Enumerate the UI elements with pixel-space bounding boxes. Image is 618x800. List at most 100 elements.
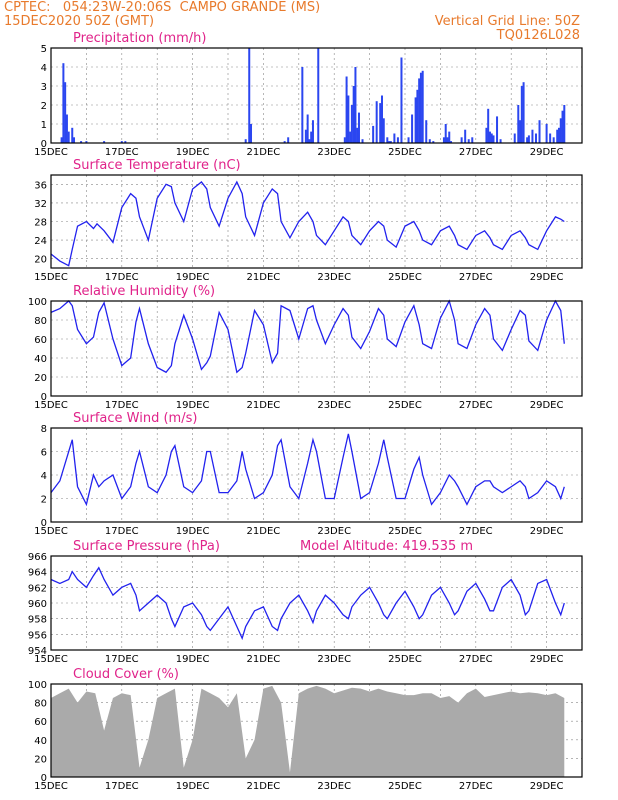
precip-bar: [442, 137, 445, 143]
precip-bar: [464, 129, 467, 143]
x-tick-label: 17DEC: [105, 781, 139, 792]
precip-bar: [379, 103, 382, 143]
x-tick-label: 25DEC: [388, 272, 422, 283]
precip-bar: [287, 137, 290, 143]
cloud-area: [51, 685, 565, 777]
precip-bar: [414, 97, 417, 143]
x-tick-label: 17DEC: [105, 526, 139, 537]
precip-bar: [352, 86, 355, 143]
precip-bar: [522, 82, 525, 143]
x-tick-label: 19DEC: [176, 272, 210, 283]
precip-bar: [250, 124, 253, 143]
panel-title: Cloud Cover (%): [73, 667, 179, 682]
x-tick-label: 19DEC: [176, 654, 210, 665]
x-tick-label: 17DEC: [105, 654, 139, 665]
y-tick-label: 964: [28, 568, 47, 579]
x-tick-label: 21DEC: [247, 526, 281, 537]
y-tick-label: 1: [41, 120, 47, 131]
precip-bar: [418, 78, 421, 143]
precip-bar: [538, 120, 541, 143]
panel-6: Cloud Cover (%) 0 20 40 60 80 100 15DEC 17DEC 19D…: [28, 667, 583, 792]
precip-bar: [419, 72, 422, 143]
x-tick-label: 15DEC: [34, 400, 68, 411]
precip-bar: [356, 127, 359, 143]
y-tick-label: 100: [28, 297, 47, 308]
series-line: [50, 566, 565, 641]
x-tick-label: 27DEC: [459, 272, 493, 283]
precip-bar: [527, 135, 530, 143]
precip-bar: [311, 120, 314, 143]
y-tick-label: 3: [41, 82, 47, 93]
precip-bar: [492, 135, 495, 143]
x-tick-label: 23DEC: [317, 147, 351, 158]
y-tick-label: 40: [34, 736, 47, 747]
precip-bar: [425, 120, 428, 143]
precip-bar: [467, 139, 470, 143]
panel-4: Surface Wind (m/s) 0 2 4 6 8 15DEC 17DEC 19DEC 21…: [34, 411, 583, 537]
precip-bar: [531, 129, 534, 143]
x-tick-label: 23DEC: [317, 526, 351, 537]
x-tick-label: 19DEC: [176, 147, 210, 158]
precip-bar: [534, 133, 537, 143]
precip-bar: [407, 137, 410, 143]
precip-bar: [73, 137, 76, 143]
x-tick-label: 15DEC: [34, 654, 68, 665]
x-tick-label: 29DEC: [530, 526, 564, 537]
y-tick-label: 80: [34, 699, 47, 710]
x-tick-label: 27DEC: [459, 526, 493, 537]
y-tick-label: 962: [28, 583, 47, 594]
panel-5: Surface Pressure (hPa) Model Altitude: 41…: [28, 539, 583, 665]
x-tick-label: 17DEC: [105, 272, 139, 283]
precip-bar: [485, 127, 488, 143]
precip-bar: [416, 89, 419, 143]
y-tick-label: 60: [34, 335, 47, 346]
panel-1: Precipitation (mm/h) 0 1 2 3 4 5 15DEC 17DEC 19DE…: [34, 31, 583, 158]
precip-bar: [380, 95, 383, 143]
precip-bar: [496, 116, 499, 143]
precip-bar: [67, 131, 70, 143]
panel-frame: [50, 174, 583, 269]
y-tick-label: 28: [34, 218, 47, 229]
series-line: [50, 299, 565, 374]
header-grid-line: Vertical Grid Line: 50Z: [434, 14, 580, 29]
x-tick-label: 23DEC: [317, 272, 351, 283]
y-tick-label: 32: [34, 199, 47, 210]
precip-bar: [557, 127, 560, 143]
x-tick-label: 29DEC: [530, 400, 564, 411]
x-tick-label: 29DEC: [530, 272, 564, 283]
panel-title: Surface Wind (m/s): [73, 411, 197, 426]
precip-bar: [488, 131, 491, 143]
y-tick-label: 960: [28, 599, 47, 610]
x-tick-label: 29DEC: [530, 147, 564, 158]
y-tick-label: 80: [34, 316, 47, 327]
x-tick-label: 25DEC: [388, 654, 422, 665]
precip-bar: [513, 133, 516, 143]
x-tick-label: 21DEC: [247, 654, 281, 665]
precip-bar: [450, 141, 453, 143]
y-tick-label: 20: [34, 373, 47, 384]
y-tick-label: 20: [34, 255, 47, 266]
precip-bar: [317, 48, 320, 143]
precip-bar: [393, 133, 396, 143]
precip-bar: [549, 133, 552, 143]
precip-bar: [382, 118, 385, 143]
y-tick-label: 0: [41, 139, 47, 150]
y-tick-label: 956: [28, 630, 47, 641]
x-tick-label: 21DEC: [247, 781, 281, 792]
precip-bar: [103, 141, 106, 143]
y-tick-label: 100: [28, 680, 47, 691]
y-tick-label: 0: [41, 773, 47, 784]
precip-bar: [62, 63, 65, 144]
x-tick-label: 21DEC: [247, 400, 281, 411]
y-tick-label: 954: [28, 646, 47, 657]
x-tick-label: 21DEC: [247, 147, 281, 158]
precip-bar: [350, 105, 353, 143]
precip-bar: [248, 48, 251, 143]
precip-bar: [343, 137, 346, 143]
x-tick-label: 29DEC: [530, 781, 564, 792]
precip-bar: [71, 127, 74, 143]
precip-bar: [499, 139, 502, 143]
precip-bar: [120, 141, 123, 143]
x-tick-label: 15DEC: [34, 147, 68, 158]
precip-bar: [310, 131, 313, 143]
